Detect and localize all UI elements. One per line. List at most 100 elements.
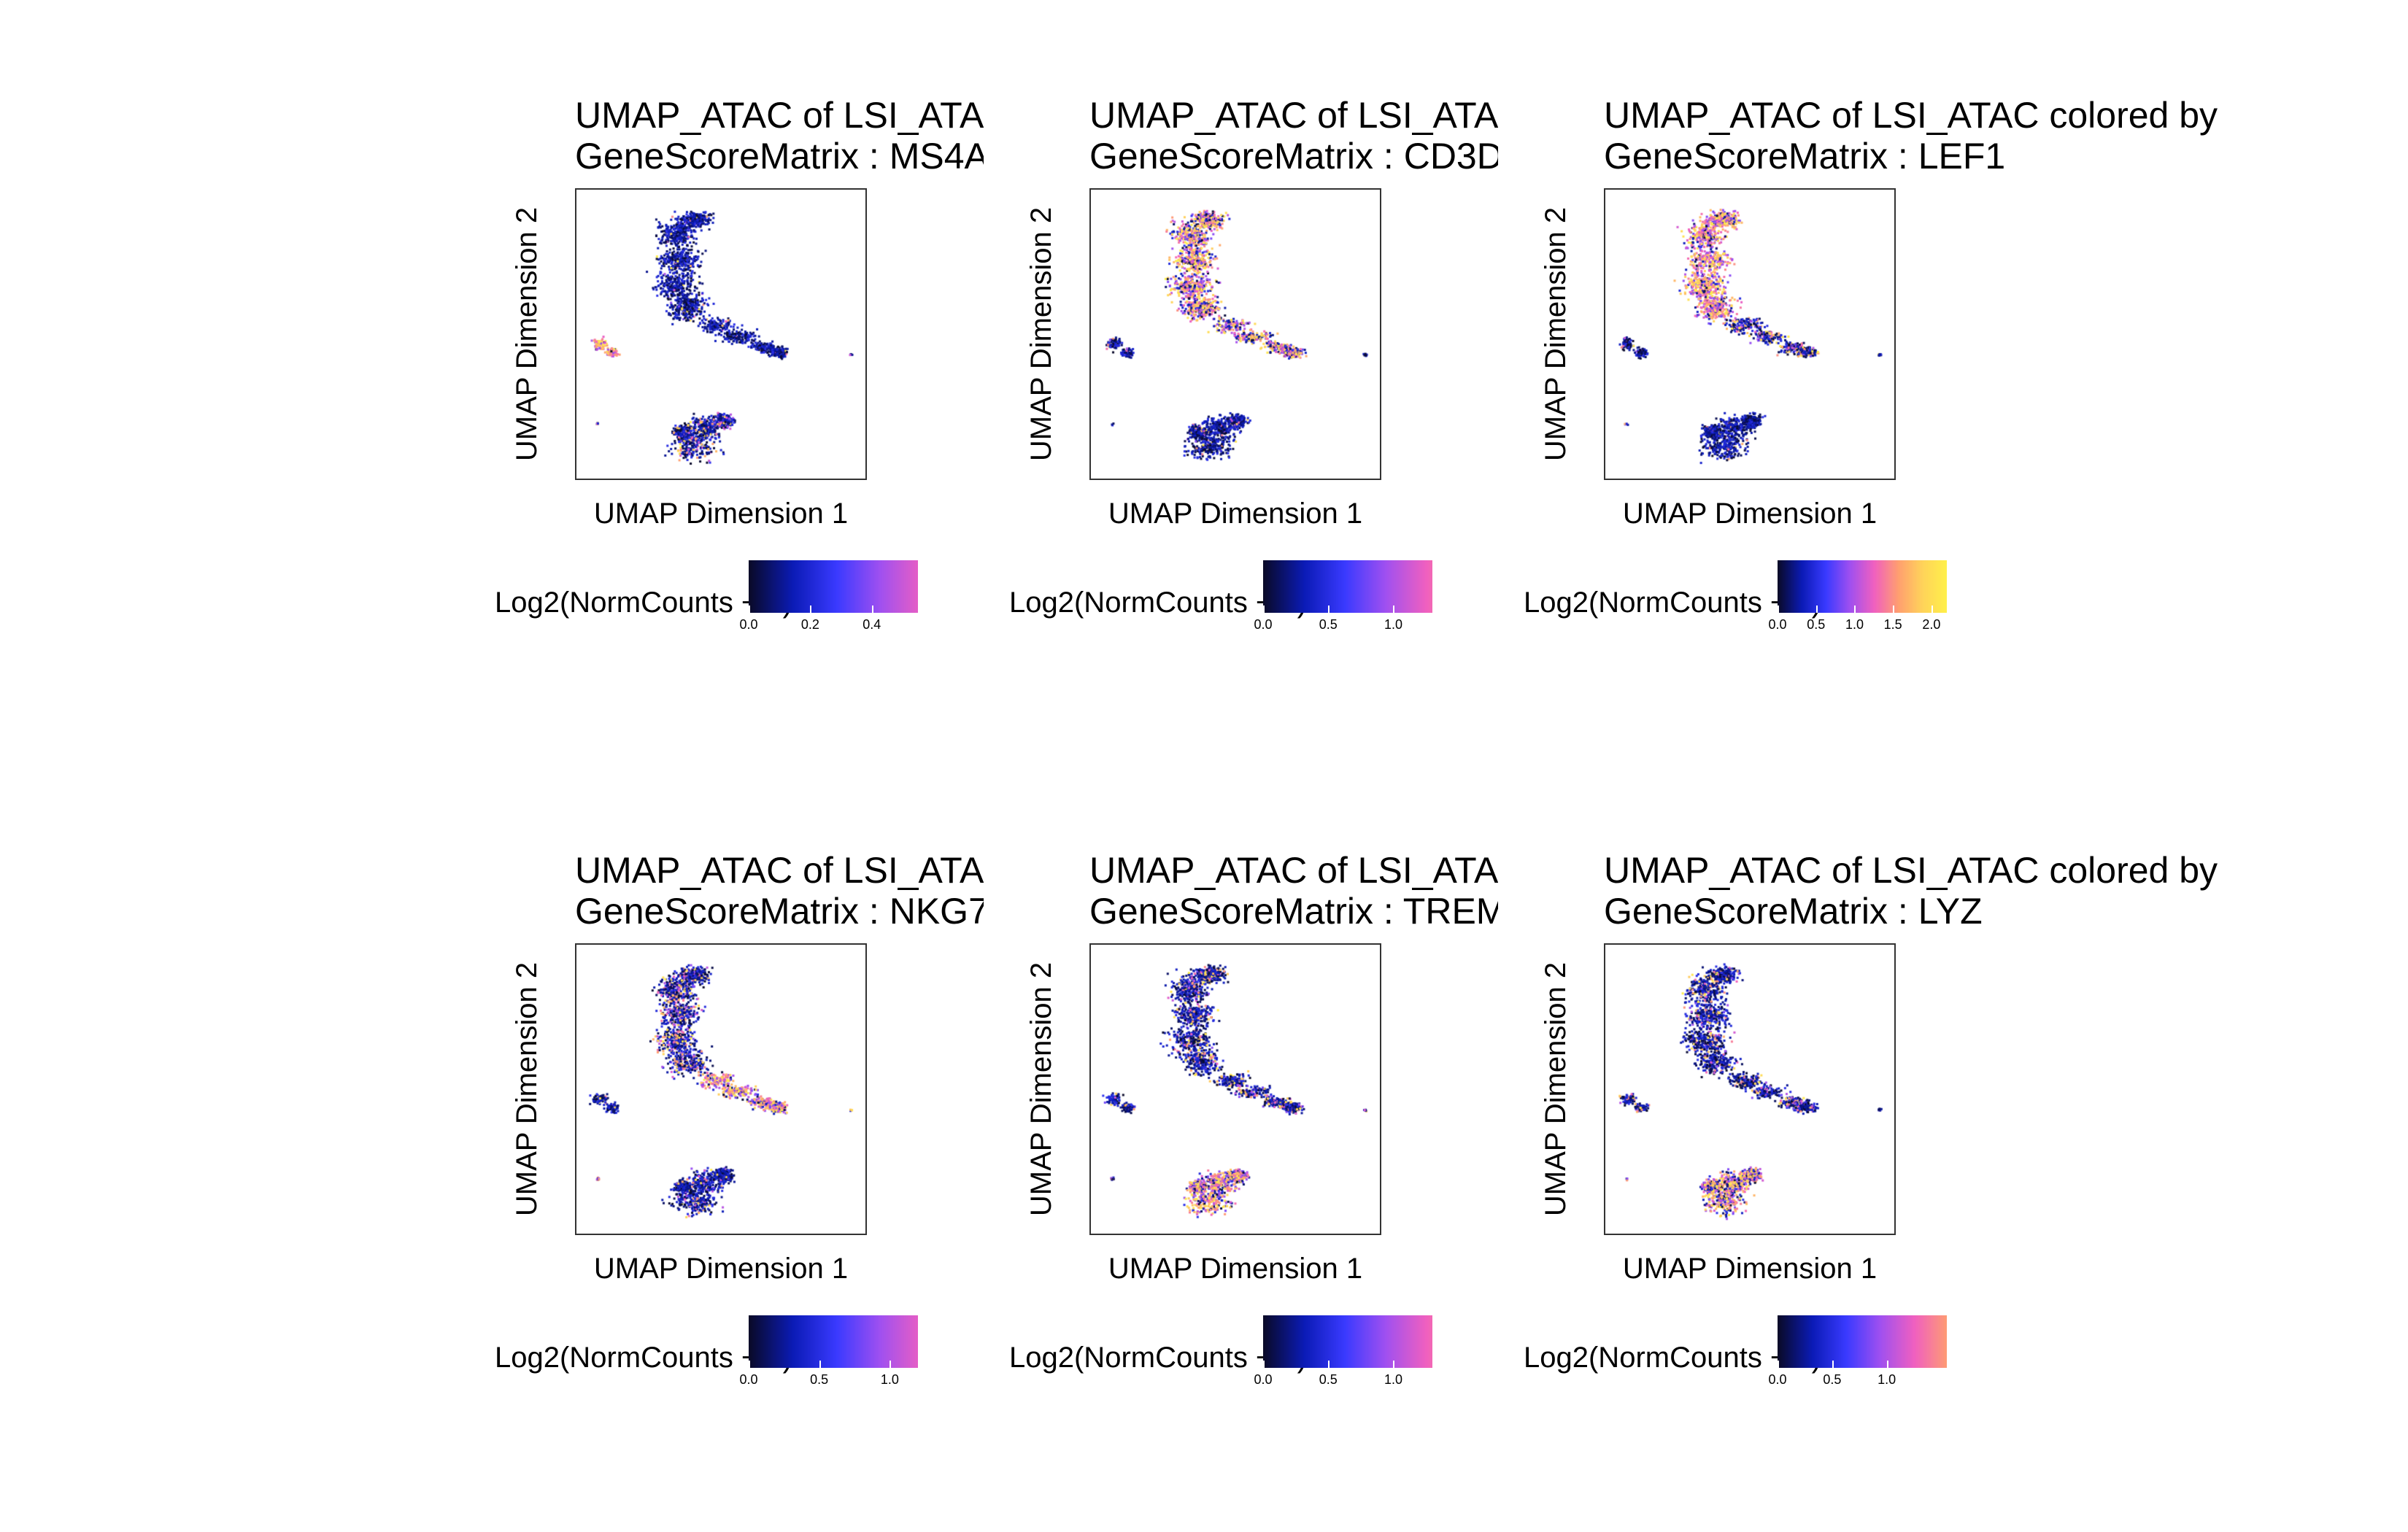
legend-tick-label: 0.5 — [1807, 617, 1826, 632]
legend-ticks: 0.0 0.5 1.0 — [1254, 617, 1438, 635]
legend-tick-label: 1.0 — [1878, 1372, 1896, 1387]
legend-tick-mark — [1778, 606, 1779, 613]
legend-colorbar — [1778, 560, 1947, 613]
legend-tick-mark — [1263, 606, 1265, 613]
legend-tick-label: 0.5 — [1319, 1372, 1338, 1387]
legend-tick-mark — [819, 1361, 821, 1368]
chart-title-line2: GeneScoreMatrix : MS4A1 — [575, 136, 984, 177]
legend-tick-label: 0.4 — [863, 617, 881, 632]
legend-tick-label: 1.0 — [1384, 1372, 1402, 1387]
color-legend: Log2(NormCounts + 1) 0.0 0.5 1.0 — [1524, 1315, 2058, 1403]
legend-tick-mark — [890, 1361, 892, 1368]
color-legend: Log2(NormCounts + 1) 0.0 0.2 0.4 — [495, 560, 1029, 648]
x-axis-label: UMAP Dimension 1 — [593, 1253, 849, 1285]
plot-area — [575, 943, 867, 1235]
plot-area — [1089, 943, 1381, 1235]
legend-colorbar — [1263, 560, 1432, 613]
chart-title-line2: GeneScoreMatrix : CD3D — [1089, 136, 1498, 177]
y-axis-label: UMAP Dimension 2 — [1025, 206, 1057, 462]
legend-ticks: 0.0 0.5 1.0 1.5 2.0 — [1768, 617, 1953, 635]
legend-title: Log2(NormCounts + 1) — [495, 1342, 792, 1374]
legend-title: Log2(NormCounts + 1) — [1524, 1342, 1821, 1374]
y-axis-label: UMAP Dimension 2 — [1540, 206, 1572, 462]
chart-title: UMAP_ATAC of LSI_ATAC colored by GeneSco… — [575, 850, 984, 932]
legend-tick-mark — [1815, 606, 1818, 613]
plot-area — [1089, 188, 1381, 480]
legend-tick-label: 0.0 — [739, 1372, 758, 1387]
chart-title-line1: UMAP_ATAC of LSI_ATAC colored by — [1089, 850, 1498, 891]
color-legend: Log2(NormCounts + 1) 0.0 0.5 1.0 — [495, 1315, 1029, 1403]
legend-tick-label: 0.5 — [1319, 617, 1338, 632]
legend-tick-label: 2.0 — [1922, 617, 1941, 632]
umap-panel: UMAP_ATAC of LSI_ATAC colored by GeneSco… — [1524, 88, 2218, 744]
chart-title-line1: UMAP_ATAC of LSI_ATAC colored by — [575, 850, 984, 891]
umap-panel: UMAP_ATAC of LSI_ATAC colored by GeneSco… — [1009, 88, 1529, 744]
chart-title: UMAP_ATAC of LSI_ATAC colored by GeneSco… — [1604, 95, 2231, 177]
legend-tick-label: 1.0 — [1845, 617, 1864, 632]
legend-tick-label: 0.0 — [1254, 1372, 1273, 1387]
legend-tick-label: 0.5 — [810, 1372, 829, 1387]
legend-title: Log2(NormCounts + 1) — [1009, 1342, 1307, 1374]
legend-tick-label: 1.0 — [1384, 617, 1402, 632]
legend-tick-label: 0.5 — [1823, 1372, 1842, 1387]
chart-title-line1: UMAP_ATAC of LSI_ATAC colored by — [1089, 95, 1498, 136]
legend-tick-mark — [1854, 606, 1856, 613]
x-axis-label: UMAP Dimension 1 — [1108, 1253, 1363, 1285]
color-legend: Log2(NormCounts + 1) 0.0 0.5 1.0 — [1009, 1315, 1543, 1403]
legend-title: Log2(NormCounts + 1) — [1524, 587, 1821, 619]
chart-title-line1: UMAP_ATAC of LSI_ATAC colored by — [575, 95, 984, 136]
plot-area — [1604, 943, 1896, 1235]
legend-tick-label: 1.0 — [880, 1372, 899, 1387]
legend-tick-mark — [1393, 1361, 1395, 1368]
legend-colorbar — [749, 560, 918, 613]
legend-tick-mark — [1832, 1361, 1834, 1368]
chart-title-line1: UMAP_ATAC of LSI_ATAC colored by — [1604, 95, 2218, 136]
legend-tick-mark — [1886, 1361, 1888, 1368]
legend-tick-label: 0.2 — [800, 617, 819, 632]
legend-tick-label: 1.5 — [1883, 617, 1902, 632]
legend-tick-label: 0.0 — [1254, 617, 1273, 632]
legend-tick-label: 0.0 — [1768, 1372, 1787, 1387]
legend-colorbar — [749, 1315, 918, 1368]
chart-title-line2: GeneScoreMatrix : NKG7 — [575, 891, 984, 932]
legend-tick-mark — [1893, 606, 1895, 613]
umap-panel: UMAP_ATAC of LSI_ATAC colored by GeneSco… — [495, 843, 1014, 1499]
legend-tick-mark — [749, 1361, 750, 1368]
color-legend: Log2(NormCounts + 1) 0.0 0.5 1.0 1.5 2.0 — [1524, 560, 2058, 648]
legend-ticks: 0.0 0.2 0.4 — [739, 617, 924, 635]
y-axis-label: UMAP Dimension 2 — [511, 206, 543, 462]
legend-tick-mark — [871, 606, 873, 613]
scatter-points — [1605, 190, 1894, 479]
chart-title: UMAP_ATAC of LSI_ATAC colored by GeneSco… — [1604, 850, 2231, 932]
umap-panel: UMAP_ATAC of LSI_ATAC colored by GeneSco… — [1524, 843, 2218, 1499]
chart-title-line2: GeneScoreMatrix : TREM1 — [1089, 891, 1498, 932]
chart-title-line2: GeneScoreMatrix : LYZ — [1604, 891, 1983, 932]
legend-tick-mark — [1263, 1361, 1265, 1368]
x-axis-label: UMAP Dimension 1 — [1622, 1253, 1878, 1285]
color-legend: Log2(NormCounts + 1) 0.0 0.5 1.0 — [1009, 560, 1543, 648]
chart-title: UMAP_ATAC of LSI_ATAC colored by GeneSco… — [1089, 95, 1498, 177]
plot-area — [575, 188, 867, 480]
legend-tick-mark — [1393, 606, 1395, 613]
legend-tick-mark — [1778, 1361, 1779, 1368]
y-axis-label: UMAP Dimension 2 — [1025, 962, 1057, 1217]
x-axis-label: UMAP Dimension 1 — [593, 498, 849, 530]
x-axis-label: UMAP Dimension 1 — [1622, 498, 1878, 530]
y-axis-label: UMAP Dimension 2 — [1540, 962, 1572, 1217]
legend-title: Log2(NormCounts + 1) — [495, 587, 792, 619]
scatter-points — [1091, 945, 1380, 1234]
x-axis-label: UMAP Dimension 1 — [1108, 498, 1363, 530]
legend-tick-label: 0.0 — [739, 617, 758, 632]
legend-ticks: 0.0 0.5 1.0 — [1254, 1372, 1438, 1390]
scatter-points — [576, 190, 865, 479]
scatter-points — [1091, 190, 1380, 479]
umap-panel: UMAP_ATAC of LSI_ATAC colored by GeneSco… — [1009, 843, 1529, 1499]
plot-area — [1604, 188, 1896, 480]
chart-title-line2: GeneScoreMatrix : LEF1 — [1604, 136, 2006, 177]
legend-tick-mark — [1328, 606, 1330, 613]
legend-ticks: 0.0 0.5 1.0 — [1768, 1372, 1953, 1390]
legend-tick-label: 0.0 — [1768, 617, 1787, 632]
scatter-points — [1605, 945, 1894, 1234]
legend-tick-mark — [1328, 1361, 1330, 1368]
umap-panel: UMAP_ATAC of LSI_ATAC colored by GeneSco… — [495, 88, 1014, 744]
